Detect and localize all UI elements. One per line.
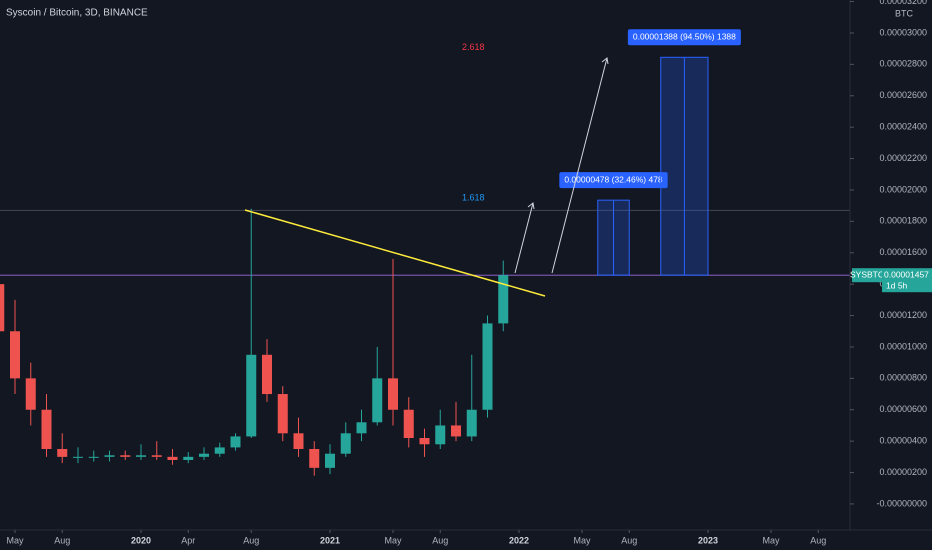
symbol-label: SYSBTC	[850, 269, 884, 279]
fib-label: 1.618	[462, 193, 485, 203]
candle-body	[293, 433, 304, 449]
arrows	[514, 57, 609, 274]
y-tick-label: 0.00002400	[879, 122, 927, 132]
measure-label-bg	[559, 172, 668, 189]
x-tick-label: Aug	[243, 535, 259, 545]
x-tick-label: May	[384, 535, 402, 545]
y-tick-label: 0.00002000	[879, 184, 927, 194]
candle-body	[88, 456, 99, 458]
candle-body	[325, 453, 335, 468]
candle-body	[356, 422, 367, 434]
candle-body	[10, 331, 20, 379]
chart-title: Syscoin / Bitcoin, 3D, BINANCE	[6, 8, 148, 19]
candle-body	[262, 354, 272, 395]
candle-body	[372, 378, 383, 423]
x-tick-label: Aug	[432, 535, 448, 545]
y-tick-label: 0.00001000	[879, 341, 927, 351]
candle-body	[41, 409, 52, 449]
symbol-tag	[852, 268, 882, 283]
y-tick-label: 0.00002600	[879, 90, 927, 100]
candle-body	[403, 409, 414, 439]
measure-label: 0.00000478 (32.46%) 478	[564, 174, 663, 184]
candle-body	[309, 448, 320, 468]
candle-body	[167, 456, 178, 460]
candle-body	[435, 425, 446, 445]
x-tick-label: Aug	[54, 535, 70, 545]
measure-label: 0.00001388 (94.50%) 1388	[633, 32, 736, 42]
candle-body	[0, 284, 5, 332]
arrow	[551, 57, 608, 274]
trend-line	[244, 209, 546, 297]
candle-body	[388, 378, 398, 410]
candle-body	[183, 456, 194, 460]
candle-body	[104, 455, 115, 457]
x-tick-label: Aug	[621, 535, 637, 545]
candle-body	[277, 394, 288, 434]
candle-body	[451, 425, 461, 437]
y-tick-label: 0.00002800	[879, 59, 927, 69]
candle-body	[340, 433, 351, 454]
x-tick-label: 2021	[320, 535, 340, 545]
x-tick-label: Aug	[810, 535, 826, 545]
candle-body	[73, 456, 83, 458]
x-tick-label: Apr	[181, 535, 195, 545]
candle-body	[136, 455, 146, 457]
fib-label: 2.618	[462, 42, 485, 52]
y-tick-label: 0.00000800	[879, 373, 927, 383]
price-label: 0.00001457	[884, 269, 929, 279]
countdown-label: 1d 5h	[886, 280, 908, 290]
y-tick-label: 0.00003000	[879, 27, 927, 37]
x-tick-label: May	[6, 535, 24, 545]
y-tick-label: 0.00000600	[879, 404, 927, 414]
candle-body	[151, 455, 162, 457]
candle-body	[120, 455, 131, 457]
x-tick-label: 2023	[698, 535, 718, 545]
candle-body	[57, 448, 68, 457]
price-axis: -0.00000000 0.00000200 0.00000400 0.0000060…	[6, 0, 932, 545]
y-tick-label: 0.00001600	[879, 247, 927, 257]
candle-body	[466, 409, 477, 437]
x-tick-label: May	[762, 535, 780, 545]
candle-body	[199, 453, 209, 457]
y-tick-label: 0.00003200	[879, 0, 927, 6]
arrow-head	[527, 202, 535, 210]
arrow-head	[601, 57, 609, 65]
candle-body	[482, 323, 493, 410]
candle-body	[419, 438, 430, 445]
arrow	[514, 202, 534, 274]
candle-body	[214, 447, 225, 454]
x-tick-label: 2020	[131, 535, 151, 545]
y-tick-label: -0.00000000	[876, 498, 927, 508]
y-tick-label: 0.00002200	[879, 153, 927, 163]
x-tick-label: 2022	[509, 535, 529, 545]
x-tick-label: May	[573, 535, 591, 545]
candle-body	[230, 436, 241, 448]
candle-body	[498, 275, 509, 324]
measure-label-bg	[627, 29, 741, 46]
y-tick-label: 0.00001800	[879, 216, 927, 226]
plot: 1.618 2.618 0.00000478 (32.46%) 478 0.00001…	[0, 29, 741, 476]
axis-unit: BTC	[895, 8, 914, 18]
candle-body	[25, 378, 36, 410]
y-tick-label: 0.00000400	[879, 436, 927, 446]
y-tick-label: 0.00001200	[879, 310, 927, 320]
candle-body	[246, 354, 257, 437]
price-tag	[882, 268, 932, 293]
y-tick-label: 0.00000200	[879, 467, 927, 477]
